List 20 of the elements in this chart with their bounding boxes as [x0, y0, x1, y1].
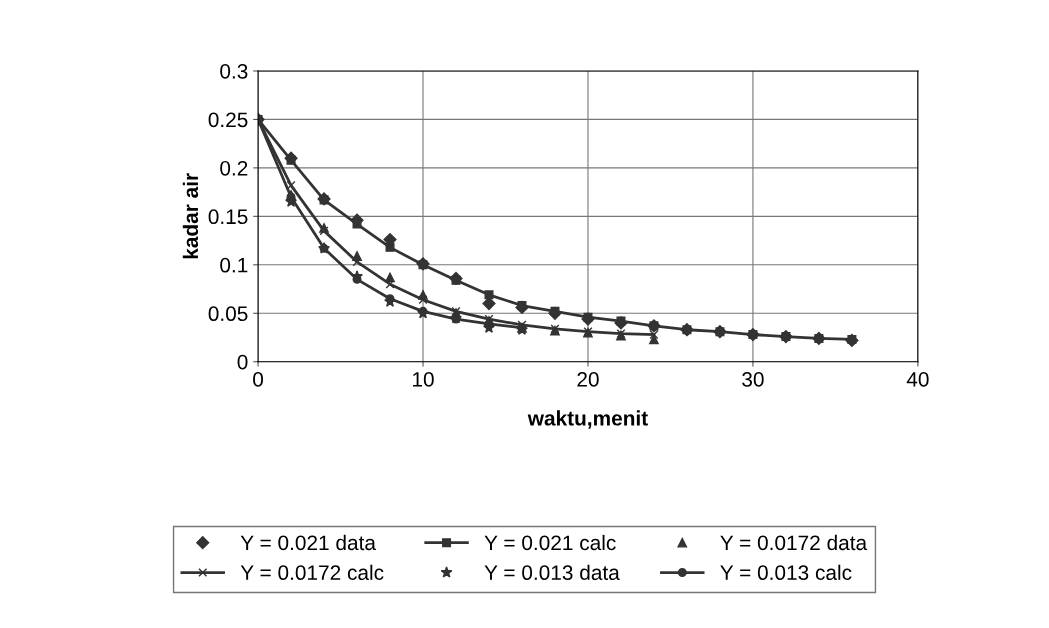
x-tick-label: 20 — [577, 372, 599, 387]
y-tick-label: 0.25 — [208, 112, 248, 128]
x-tick-label: 10 — [413, 372, 434, 387]
y-tick-label: 0.1 — [220, 257, 248, 273]
x-tick-label: 30 — [742, 372, 764, 387]
x-tick-label: 40 — [906, 372, 929, 387]
legend-label: Y = 0.021 calc — [484, 534, 616, 551]
y-axis-title: kadar air — [182, 173, 199, 259]
y-tick-label: 0.15 — [208, 209, 248, 225]
legend-label: Y = 0.013 data — [484, 564, 620, 581]
legend-label: Y = 0.021 data — [240, 534, 376, 551]
legend-label: Y = 0.0172 data — [720, 534, 868, 551]
x-axis-title: waktu,menit — [527, 410, 648, 429]
y-tick-label: 0.3 — [220, 63, 248, 79]
legend-label: Y = 0.013 calc — [720, 564, 852, 581]
x-tick-label: 0 — [253, 372, 264, 387]
y-tick-label: 0.2 — [220, 160, 248, 176]
y-tick-label: 0.05 — [208, 306, 248, 322]
legend-label: Y = 0.0172 calc — [240, 564, 384, 581]
y-tick-label: 0 — [237, 354, 248, 370]
